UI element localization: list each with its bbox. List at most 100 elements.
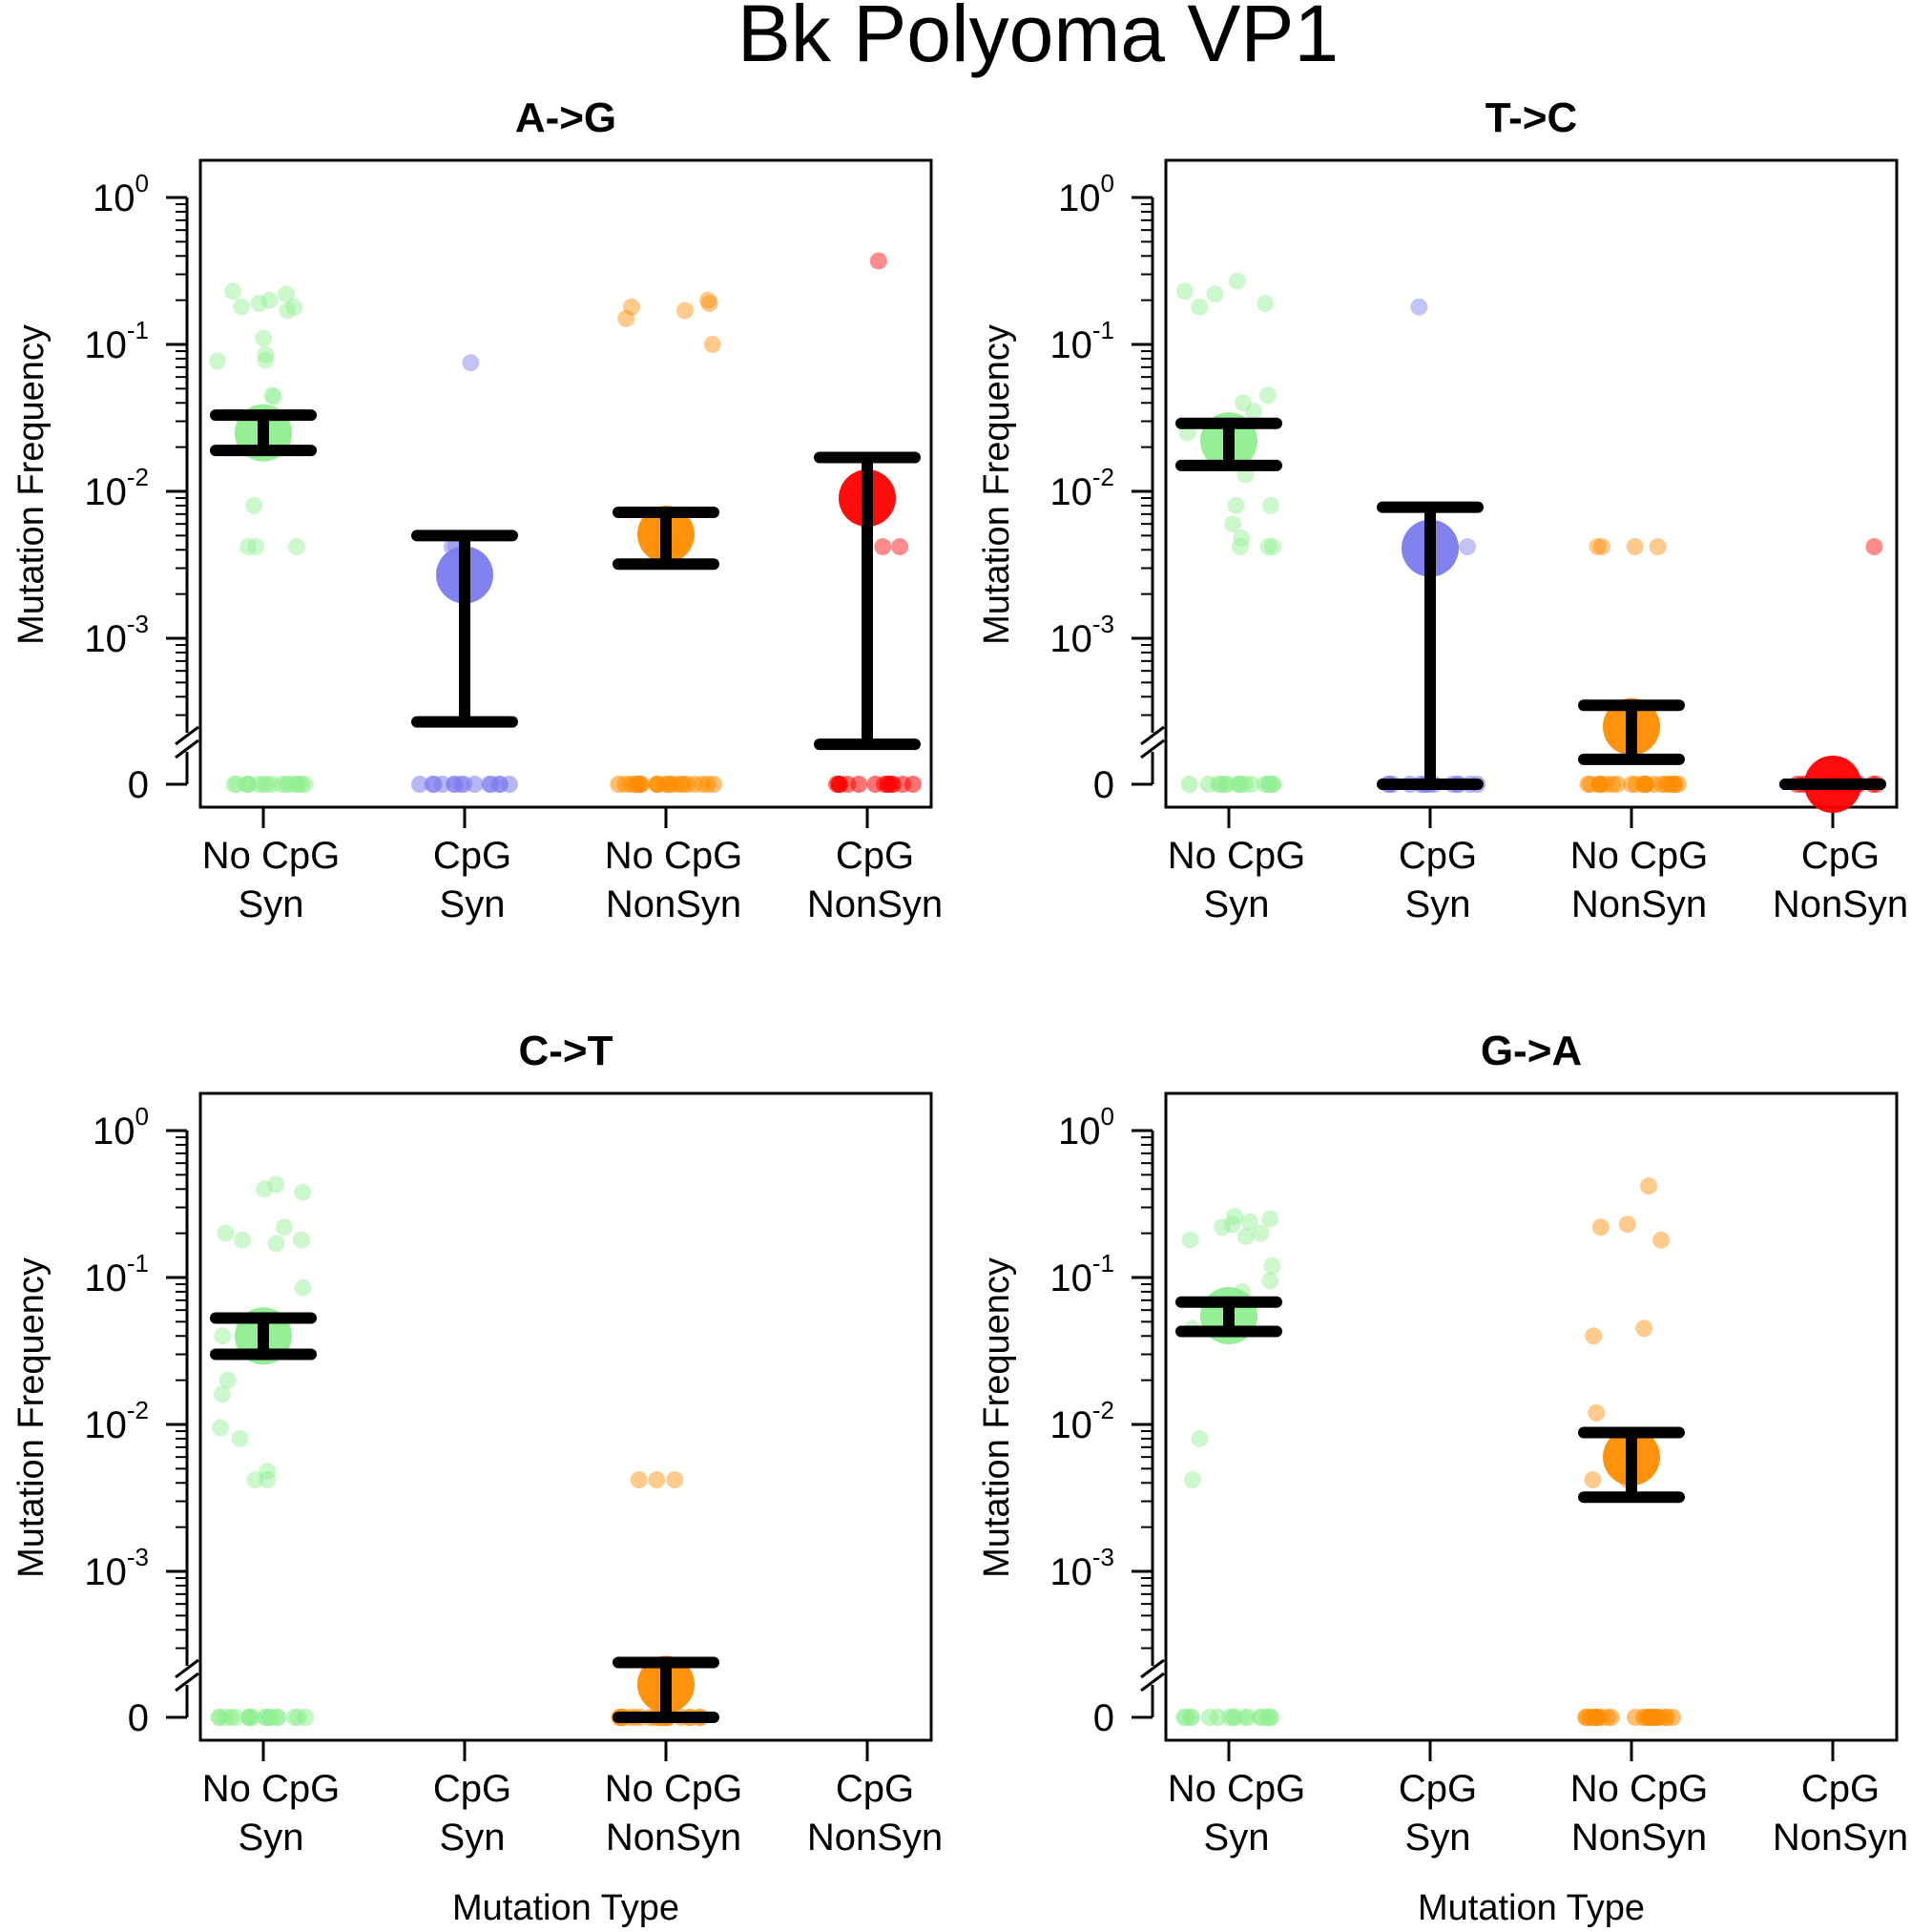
x-tick-label: No CpG Syn: [202, 1768, 341, 1859]
series-nocpg_nonsyn: [1578, 538, 1687, 793]
series-cpg_syn: [410, 354, 518, 793]
x-tick-label: CpG Syn: [433, 835, 511, 925]
data-point: [257, 345, 275, 364]
data-point: [1226, 1208, 1244, 1226]
zero-point: [866, 776, 884, 793]
zero-point: [1591, 776, 1610, 793]
data-point: [275, 1218, 293, 1236]
data-point: [648, 1471, 666, 1489]
data-point: [213, 1385, 231, 1403]
data-point: [1259, 538, 1278, 556]
data-point: [260, 291, 279, 309]
data-point: [278, 285, 296, 303]
zero-point: [210, 1709, 228, 1726]
y-tick-label: 10-2: [84, 463, 149, 513]
series-nocpg_syn: [1174, 1208, 1282, 1726]
zero-point: [1236, 1709, 1254, 1726]
data-point: [703, 336, 721, 353]
panel-title: C->T: [519, 1028, 613, 1074]
series-cpg_nonsyn: [814, 252, 922, 793]
series-nocpg_nonsyn: [610, 291, 722, 793]
y-tick-label: 10-2: [1049, 463, 1114, 513]
zero-point: [1229, 776, 1247, 793]
series-nocpg_nonsyn: [611, 1471, 719, 1726]
data-point: [1263, 1257, 1281, 1275]
x-tick-label: CpG Syn: [433, 1768, 511, 1859]
zero-point: [257, 1709, 275, 1726]
data-point: [699, 291, 717, 309]
zero-point: [828, 776, 846, 793]
data-point: [1584, 1471, 1602, 1489]
panel-1: A->G 100 10-1 10-2 10-3 0 Mutation Frequency No…: [11, 94, 943, 925]
axis-break-mark: [175, 738, 199, 759]
x-axis-title: Mutation Type: [452, 1888, 679, 1928]
data-point: [1591, 1218, 1610, 1236]
zero-point: [410, 776, 428, 793]
zero-point: [226, 1709, 244, 1726]
series-cpg_nonsyn: [1779, 538, 1886, 813]
zero-point: [249, 776, 267, 793]
data-point: [1224, 515, 1242, 533]
axis-break-mark: [175, 725, 199, 746]
data-point: [1191, 298, 1209, 316]
data-point: [1258, 386, 1277, 405]
data-point: [214, 1327, 232, 1345]
zero-point: [698, 776, 717, 793]
axis-break-mark: [1140, 1672, 1165, 1693]
data-point: [224, 282, 242, 301]
zero-point: [1199, 776, 1217, 793]
axis-break-mark: [175, 1658, 199, 1679]
data-point: [234, 1231, 252, 1249]
data-point: [622, 298, 640, 316]
zero-point: [289, 1709, 307, 1726]
zero-point: [1182, 1709, 1200, 1726]
data-point: [869, 252, 887, 270]
data-point: [267, 1235, 285, 1253]
zero-point: [675, 776, 693, 793]
data-point: [1459, 538, 1477, 556]
data-point: [1649, 538, 1667, 556]
zero-point: [269, 1709, 287, 1726]
data-point: [1214, 1218, 1232, 1236]
data-point: [246, 1471, 264, 1489]
data-point: [462, 354, 480, 372]
data-point: [1236, 1228, 1255, 1246]
data-point: [1228, 272, 1246, 290]
data-point: [263, 386, 281, 405]
y-tick-label: 100: [93, 169, 149, 219]
y-tick-label: 0: [1093, 764, 1114, 806]
data-point: [1183, 1471, 1201, 1489]
panel-title: A->G: [515, 94, 616, 141]
x-tick-label: CpG NonSyn: [807, 1768, 943, 1859]
zero-point: [1220, 1709, 1238, 1726]
data-point: [1652, 1231, 1671, 1249]
data-point: [630, 1471, 648, 1489]
panel-title: G->A: [1481, 1028, 1582, 1074]
series-nocpg_syn: [1175, 272, 1282, 793]
data-point: [239, 538, 258, 556]
data-point: [1234, 394, 1252, 412]
zero-point: [649, 776, 667, 793]
plot-frame: [1164, 158, 1899, 809]
data-point: [1181, 1231, 1199, 1249]
y-tick-label: 10-2: [1049, 1396, 1114, 1446]
x-tick-label: No CpG NonSyn: [605, 835, 743, 925]
data-point: [231, 1429, 249, 1447]
data-point: [1264, 538, 1282, 556]
y-tick-label: 10-3: [84, 610, 149, 660]
x-tick-label: No CpG Syn: [1168, 1768, 1306, 1859]
y-tick-label: 10-3: [1049, 610, 1114, 660]
data-point: [265, 387, 283, 405]
data-point: [1206, 285, 1224, 303]
data-point: [247, 538, 265, 556]
zero-point: [629, 776, 647, 793]
data-point: [666, 1471, 684, 1489]
plot-frame: [1164, 1091, 1899, 1742]
y-tick-label: 100: [1058, 1102, 1114, 1153]
zero-point: [1216, 776, 1235, 793]
y-axis-title: Mutation Frequency: [11, 324, 52, 645]
zero-point: [1242, 776, 1260, 793]
zero-point: [883, 776, 901, 793]
series-nocpg_nonsyn: [1577, 1177, 1685, 1726]
